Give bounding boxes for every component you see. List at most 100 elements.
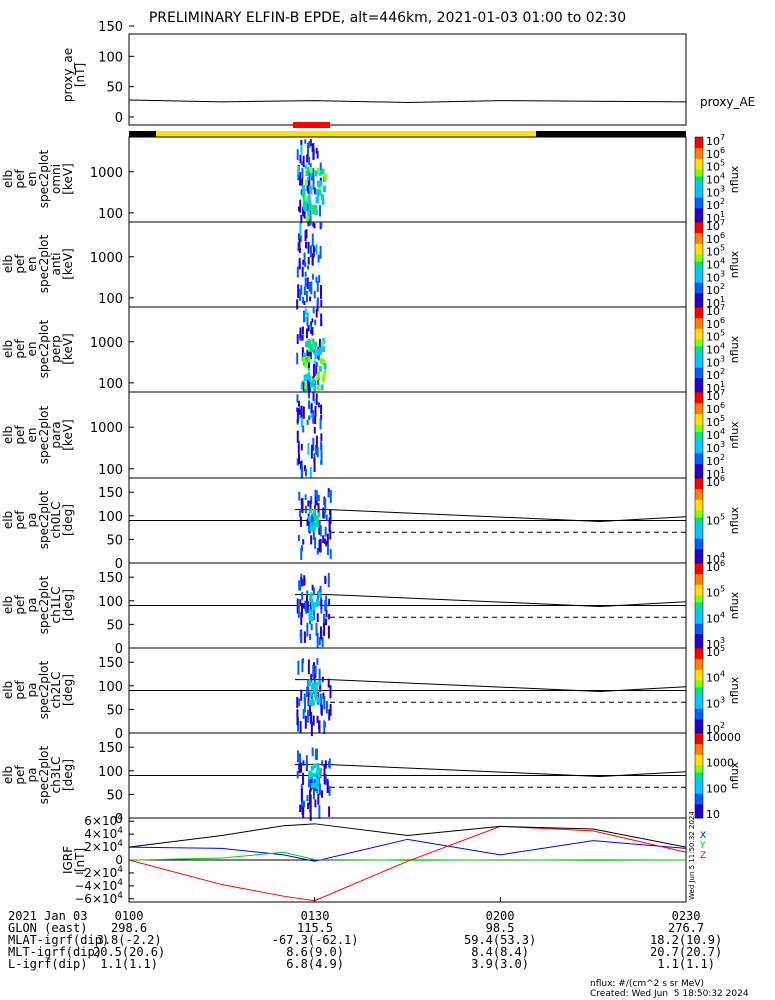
spec-pixel xyxy=(304,271,307,277)
loss-cone-line xyxy=(295,764,687,777)
colorbar-segment xyxy=(695,793,703,798)
spec-pixel xyxy=(315,197,319,204)
colorbar-segment xyxy=(695,757,703,762)
spec-pixel xyxy=(318,539,321,553)
spec-pixel xyxy=(303,374,307,381)
colorbar-segment xyxy=(695,285,703,290)
colorbar-tick-label: 102 xyxy=(706,282,725,297)
ae-series-line xyxy=(128,99,687,103)
colorbar-segment xyxy=(695,474,703,479)
spec-pixel xyxy=(315,435,318,449)
spec-pixel xyxy=(299,235,302,242)
spec-pixel xyxy=(320,699,323,710)
panel-y-label: [keV] xyxy=(61,248,75,279)
colorbar-segment xyxy=(695,665,703,670)
spec-pixel xyxy=(328,519,331,533)
colorbar-segment xyxy=(695,307,703,312)
colorbar-segment xyxy=(695,605,703,610)
loss-cone-line xyxy=(295,509,687,522)
colorbar-segment xyxy=(695,563,703,568)
colorbar-segment xyxy=(695,427,703,432)
spec-pixel xyxy=(296,715,299,726)
colorbar-label: nflux xyxy=(728,506,741,534)
spec-pixel xyxy=(324,773,327,785)
spec-pixel xyxy=(306,154,309,163)
spec-pixel xyxy=(299,327,302,339)
spec-pixel xyxy=(304,382,308,389)
spec-pixel xyxy=(307,325,310,332)
spec-pixel xyxy=(297,440,300,454)
spec-pixel xyxy=(300,161,303,166)
spec-pixel xyxy=(325,540,328,547)
spec-pixel xyxy=(304,715,307,729)
colorbar-tick-label: 104 xyxy=(706,670,725,685)
spec-pixel xyxy=(307,659,310,675)
colorbar-segment xyxy=(695,374,703,379)
colorbar-segment xyxy=(695,257,703,262)
colorbar-segment xyxy=(695,463,703,468)
colorbar-segment xyxy=(695,573,703,578)
spec-pixel xyxy=(316,632,319,648)
spec-pixel xyxy=(310,623,313,631)
spec-pixel xyxy=(323,695,326,710)
panel-y-label: elb xyxy=(1,511,15,529)
spec-pixel xyxy=(304,308,307,316)
spec-pixel xyxy=(306,312,309,318)
spec-pixel xyxy=(299,288,302,301)
spec-pixel xyxy=(308,710,311,717)
spec-pixel xyxy=(298,238,301,251)
spec-pixel xyxy=(309,138,312,147)
spec-pixel xyxy=(320,433,323,442)
spec-pixel xyxy=(314,319,317,325)
colorbar-segment xyxy=(695,655,703,660)
panel-y-label: elb xyxy=(1,340,15,358)
spec-pixel xyxy=(307,338,311,345)
panel-y-label: pef xyxy=(13,595,27,615)
spec-pixel xyxy=(319,418,322,430)
colorbar-segment xyxy=(695,460,703,465)
panel-y-label: spec2plot xyxy=(37,234,51,293)
spec-pixel xyxy=(311,273,314,280)
spec-pixel xyxy=(319,347,323,354)
colorbar-segment xyxy=(695,402,703,407)
spec-pixel xyxy=(317,494,320,502)
colorbar-segment xyxy=(695,342,703,347)
spec-pixel xyxy=(320,414,323,420)
spec-pixel xyxy=(315,490,318,501)
colorbar-tick-label: 103 xyxy=(706,184,725,199)
spec-pixel xyxy=(297,400,300,407)
colorbar-segment xyxy=(695,711,703,716)
colorbar-label: nflux xyxy=(728,421,741,449)
spec-pixel xyxy=(310,281,313,295)
spec-pixel xyxy=(322,535,325,544)
spec-pixel xyxy=(320,340,324,347)
spec-pixel xyxy=(313,458,316,473)
panel-y-label: proxy_ae xyxy=(61,48,75,102)
spec-pixel xyxy=(309,500,312,510)
spec-ytick-label: 100 xyxy=(98,207,123,222)
spec-pixel xyxy=(306,795,309,802)
spec-pixel xyxy=(297,660,300,675)
spec-pixel xyxy=(308,375,312,382)
spec-pixel xyxy=(318,520,321,532)
spec-pixel xyxy=(305,241,308,249)
spec-ytick-label: 0 xyxy=(115,727,123,742)
panel-y-label: pef xyxy=(13,765,27,785)
spec-pixel xyxy=(312,176,315,190)
spec-pixel xyxy=(314,690,318,696)
spec-pixel xyxy=(301,592,304,601)
colorbar-tick-label: 107 xyxy=(706,218,725,233)
spec-pixel xyxy=(300,788,303,798)
spec-pixel xyxy=(319,245,322,259)
spec-pixel xyxy=(309,324,312,330)
colorbar-segment xyxy=(695,197,703,202)
spec-pixel xyxy=(308,610,312,616)
spec-panel-frame xyxy=(128,136,687,223)
spec-pixel xyxy=(299,516,302,527)
ae-ytick-label: 50 xyxy=(106,81,123,96)
spec-pixel xyxy=(316,715,319,723)
spec-pixel xyxy=(325,514,328,521)
spec-pixel xyxy=(300,214,303,224)
spec-pixel xyxy=(316,763,320,769)
spec-pixel xyxy=(302,425,305,433)
